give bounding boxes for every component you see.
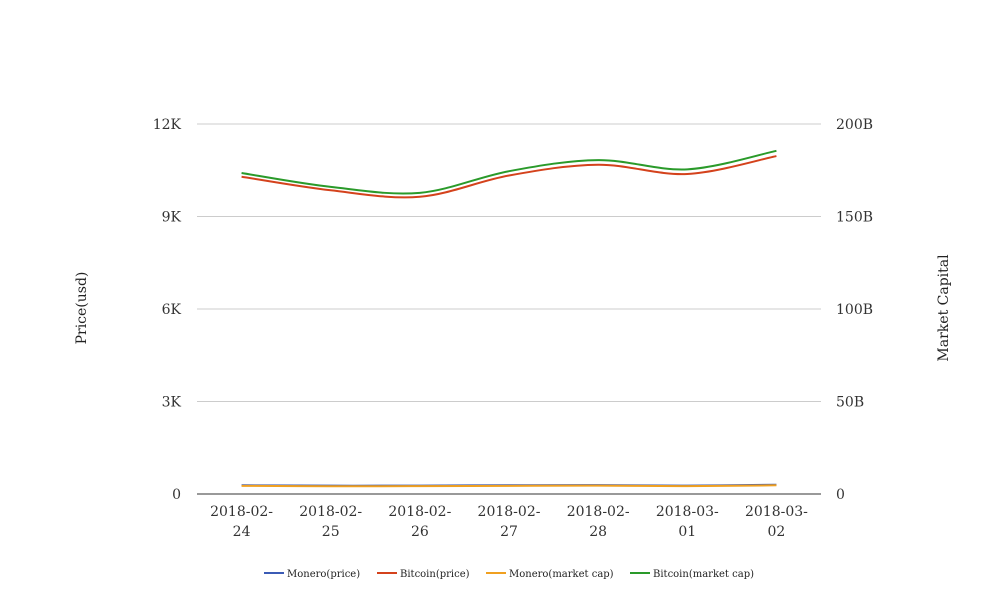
x-tick-label: 2018-03-01 xyxy=(656,504,719,540)
series-lines xyxy=(241,149,777,488)
x-axis-ticks: 2018-02-24 2018-02-25 2018-02-26 2018-02-27… xyxy=(210,504,808,540)
legend-label-monero-price: Monero(price) xyxy=(287,569,360,580)
grid-lines xyxy=(197,123,821,402)
series-line-bitcoin-price xyxy=(241,155,777,199)
x-tick-label: 2018-02-24 xyxy=(210,504,273,540)
left-tick-label: 9K xyxy=(162,210,182,226)
right-tick-label: 100B xyxy=(836,302,873,318)
x-tick-label: 2018-02-28 xyxy=(567,504,630,540)
x-tick-label: 2018-02-27 xyxy=(478,504,541,540)
left-tick-label: 12K xyxy=(153,117,182,133)
right-tick-label: 0 xyxy=(836,487,845,503)
x-tick-label: 2018-02-25 xyxy=(299,504,362,540)
right-tick-label: 50B xyxy=(836,395,864,411)
series-line-monero-market-cap xyxy=(241,484,777,488)
left-tick-label: 3K xyxy=(162,395,182,411)
left-tick-label: 6K xyxy=(162,302,182,318)
right-tick-label: 200B xyxy=(836,117,873,133)
right-tick-label: 150B xyxy=(836,210,873,226)
x-tick-label: 2018-03-02 xyxy=(745,504,808,540)
right-axis-ticks: 0 50B 100B 150B 200B xyxy=(836,117,873,503)
x-tick-label: 2018-02-26 xyxy=(388,504,451,540)
legend-label-bitcoin-market-cap: Bitcoin(market cap) xyxy=(653,569,754,580)
left-axis-title: Price(usd) xyxy=(74,272,90,345)
series-line-bitcoin-market-cap xyxy=(241,149,777,195)
legend: Monero(price) Bitcoin(price) Monero(market… xyxy=(264,569,754,580)
right-axis-title: Market Capital xyxy=(936,254,952,362)
legend-label-bitcoin-price: Bitcoin(price) xyxy=(400,569,470,580)
left-tick-label: 0 xyxy=(172,487,181,503)
left-axis-ticks: 0 3K 6K 9K 12K xyxy=(153,117,182,503)
legend-label-monero-market-cap: Monero(market cap) xyxy=(509,569,614,580)
